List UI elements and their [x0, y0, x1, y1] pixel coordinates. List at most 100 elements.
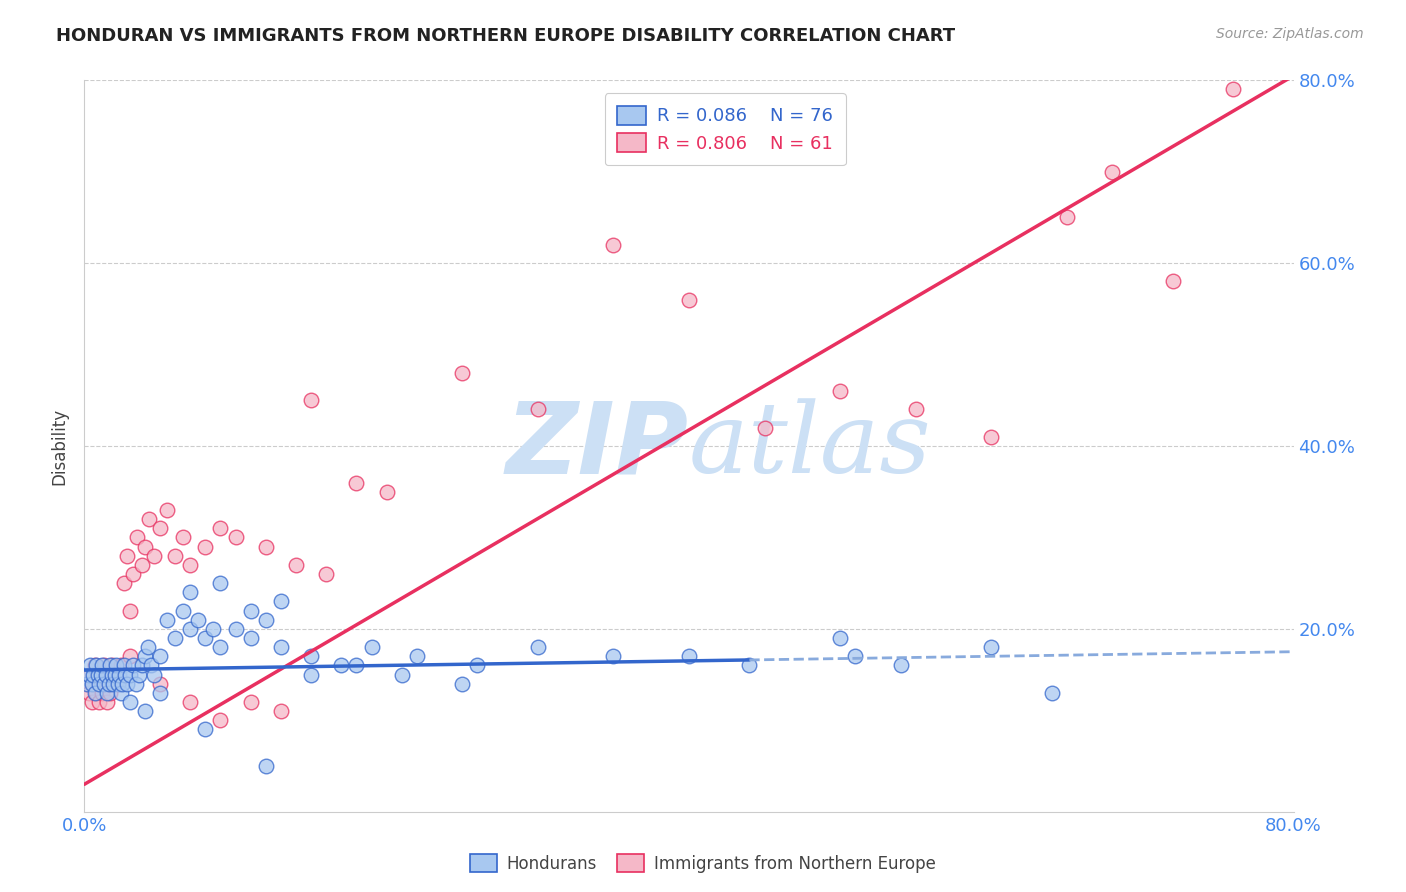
- Point: [179, 585, 201, 599]
- Point: [118, 667, 141, 681]
- Point: [77, 686, 100, 700]
- Point: [104, 667, 127, 681]
- Point: [678, 649, 700, 664]
- Point: [467, 658, 489, 673]
- Point: [128, 667, 150, 681]
- Point: [96, 686, 118, 700]
- Point: [209, 714, 232, 728]
- Point: [1040, 686, 1063, 700]
- Point: [142, 549, 165, 563]
- Point: [80, 695, 103, 709]
- Point: [112, 658, 135, 673]
- Point: [844, 649, 866, 664]
- Point: [134, 540, 156, 554]
- Point: [110, 658, 132, 673]
- Point: [149, 649, 172, 664]
- Point: [172, 603, 194, 617]
- Y-axis label: Disability: Disability: [51, 408, 69, 484]
- Point: [94, 667, 117, 681]
- Point: [406, 649, 429, 664]
- Legend: R = 0.086    N = 76, R = 0.806    N = 61: R = 0.086 N = 76, R = 0.806 N = 61: [605, 93, 845, 165]
- Point: [678, 293, 700, 307]
- Point: [299, 667, 322, 681]
- Point: [94, 667, 117, 681]
- Point: [121, 567, 143, 582]
- Point: [87, 667, 110, 681]
- Point: [194, 540, 217, 554]
- Text: HONDURAN VS IMMIGRANTS FROM NORTHERN EUROPE DISABILITY CORRELATION CHART: HONDURAN VS IMMIGRANTS FROM NORTHERN EUR…: [56, 27, 955, 45]
- Point: [904, 402, 927, 417]
- Point: [100, 667, 122, 681]
- Point: [239, 603, 262, 617]
- Point: [111, 676, 134, 690]
- Point: [172, 530, 194, 544]
- Point: [754, 421, 776, 435]
- Point: [1101, 164, 1123, 178]
- Point: [451, 366, 474, 380]
- Point: [270, 594, 292, 608]
- Point: [270, 640, 292, 655]
- Point: [77, 667, 100, 681]
- Point: [209, 521, 232, 535]
- Point: [830, 384, 852, 398]
- Point: [121, 658, 143, 673]
- Point: [315, 567, 337, 582]
- Point: [131, 558, 153, 572]
- Point: [114, 667, 136, 681]
- Point: [527, 640, 550, 655]
- Point: [115, 676, 138, 690]
- Point: [93, 676, 115, 690]
- Point: [830, 631, 852, 645]
- Point: [209, 640, 232, 655]
- Point: [100, 658, 122, 673]
- Point: [118, 603, 141, 617]
- Point: [239, 695, 262, 709]
- Point: [79, 658, 101, 673]
- Point: [239, 631, 262, 645]
- Point: [89, 676, 111, 690]
- Point: [149, 521, 172, 535]
- Point: [225, 530, 247, 544]
- Point: [134, 704, 156, 718]
- Point: [149, 676, 172, 690]
- Point: [179, 695, 201, 709]
- Point: [330, 658, 353, 673]
- Point: [105, 658, 128, 673]
- Text: Source: ZipAtlas.com: Source: ZipAtlas.com: [1216, 27, 1364, 41]
- Point: [82, 667, 104, 681]
- Point: [165, 549, 187, 563]
- Point: [890, 658, 912, 673]
- Point: [391, 667, 413, 681]
- Point: [91, 686, 114, 700]
- Point: [346, 475, 368, 490]
- Point: [89, 695, 111, 709]
- Point: [602, 238, 624, 252]
- Point: [82, 676, 104, 690]
- Point: [90, 667, 112, 681]
- Point: [346, 658, 368, 673]
- Point: [375, 484, 398, 499]
- Point: [136, 640, 159, 655]
- Point: [84, 658, 107, 673]
- Point: [980, 430, 1002, 444]
- Point: [98, 686, 121, 700]
- Point: [98, 658, 121, 673]
- Point: [96, 695, 118, 709]
- Point: [527, 402, 550, 417]
- Legend: Hondurans, Immigrants from Northern Europe: Hondurans, Immigrants from Northern Euro…: [464, 847, 942, 880]
- Point: [194, 723, 217, 737]
- Text: atlas: atlas: [689, 399, 932, 493]
- Point: [179, 622, 201, 636]
- Point: [79, 667, 101, 681]
- Point: [156, 503, 179, 517]
- Point: [107, 676, 129, 690]
- Point: [738, 658, 761, 673]
- Point: [139, 658, 162, 673]
- Point: [138, 512, 160, 526]
- Point: [165, 631, 187, 645]
- Point: [125, 676, 148, 690]
- Point: [179, 558, 201, 572]
- Point: [112, 576, 135, 591]
- Point: [254, 759, 277, 773]
- Point: [131, 658, 153, 673]
